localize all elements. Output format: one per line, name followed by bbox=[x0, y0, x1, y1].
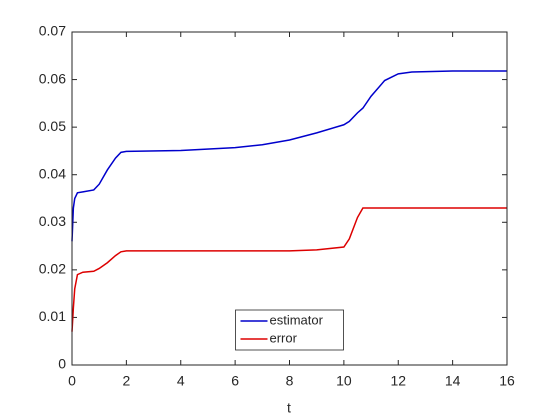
y-tick-label: 0 bbox=[58, 356, 66, 372]
legend-label: estimator bbox=[270, 312, 324, 327]
x-tick-label: 8 bbox=[286, 373, 294, 389]
legend-label: error bbox=[270, 330, 298, 345]
y-tick-label: 0.06 bbox=[39, 70, 66, 86]
y-tick-label: 0.05 bbox=[39, 118, 66, 134]
x-tick-label: 14 bbox=[445, 373, 461, 389]
y-tick-label: 0.04 bbox=[39, 165, 66, 181]
x-tick-label: 16 bbox=[499, 373, 515, 389]
y-tick-label: 0.07 bbox=[39, 23, 66, 39]
plot-area bbox=[72, 32, 507, 365]
x-tick-label: 12 bbox=[390, 373, 406, 389]
legend-box bbox=[235, 309, 344, 351]
y-tick-label: 0.02 bbox=[39, 261, 66, 277]
x-axis-label: t bbox=[287, 400, 291, 416]
x-tick-label: 6 bbox=[231, 373, 239, 389]
y-tick-label: 0.03 bbox=[39, 213, 66, 229]
x-tick-label: 10 bbox=[336, 373, 352, 389]
x-tick-label: 4 bbox=[177, 373, 185, 389]
y-tick-label: 0.01 bbox=[39, 308, 66, 324]
legend: estimator error bbox=[235, 309, 344, 351]
axes-box bbox=[71, 31, 508, 366]
x-tick-label: 2 bbox=[122, 373, 130, 389]
x-tick-label: 0 bbox=[68, 373, 76, 389]
data-line bbox=[71, 70, 507, 242]
data-line bbox=[71, 207, 507, 332]
